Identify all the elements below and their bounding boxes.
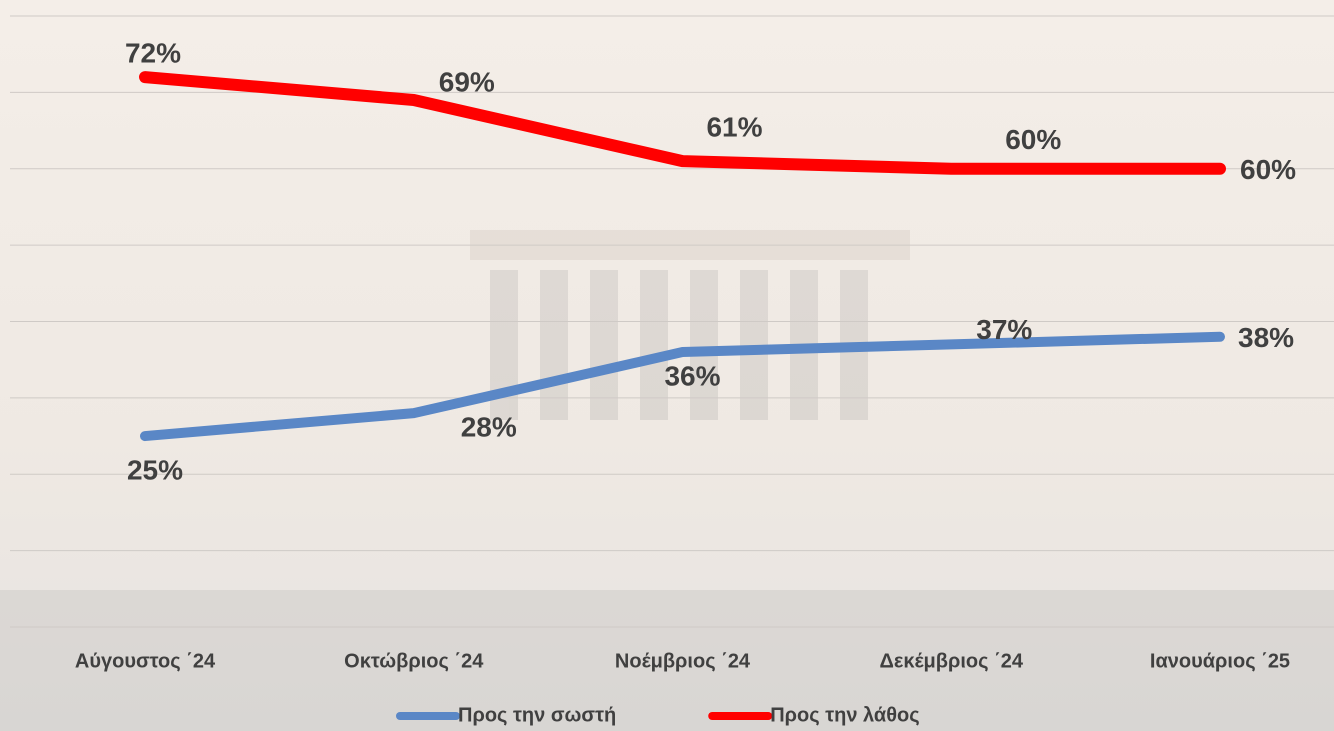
data-label: 38% [1238, 322, 1294, 353]
data-label: 25% [127, 454, 183, 485]
legend-label: Προς την σωστή [458, 704, 616, 726]
data-label: 60% [1240, 154, 1296, 185]
x-tick-label: Αύγουστος ΄24 [75, 650, 216, 672]
data-label: 60% [1005, 124, 1061, 155]
data-label: 36% [664, 360, 720, 391]
x-tick-label: Οκτώβριος ΄24 [344, 650, 484, 672]
x-tick-label: Ιανουάριος ΄25 [1150, 650, 1290, 672]
legend-label: Προς την λάθος [770, 704, 919, 726]
x-tick-label: Νοέμβριος ΄24 [615, 650, 751, 672]
data-label: 37% [976, 314, 1032, 345]
data-label: 72% [125, 37, 181, 68]
x-tick-label: Δεκέμβριος ΄24 [880, 650, 1024, 672]
chart: Αύγουστος ΄24 Οκτώβριος ΄24 Νοέμβριος ΄24 Δ… [0, 0, 1334, 731]
data-label: 69% [439, 66, 495, 97]
data-label: 28% [461, 412, 517, 443]
data-label: 61% [706, 112, 762, 143]
